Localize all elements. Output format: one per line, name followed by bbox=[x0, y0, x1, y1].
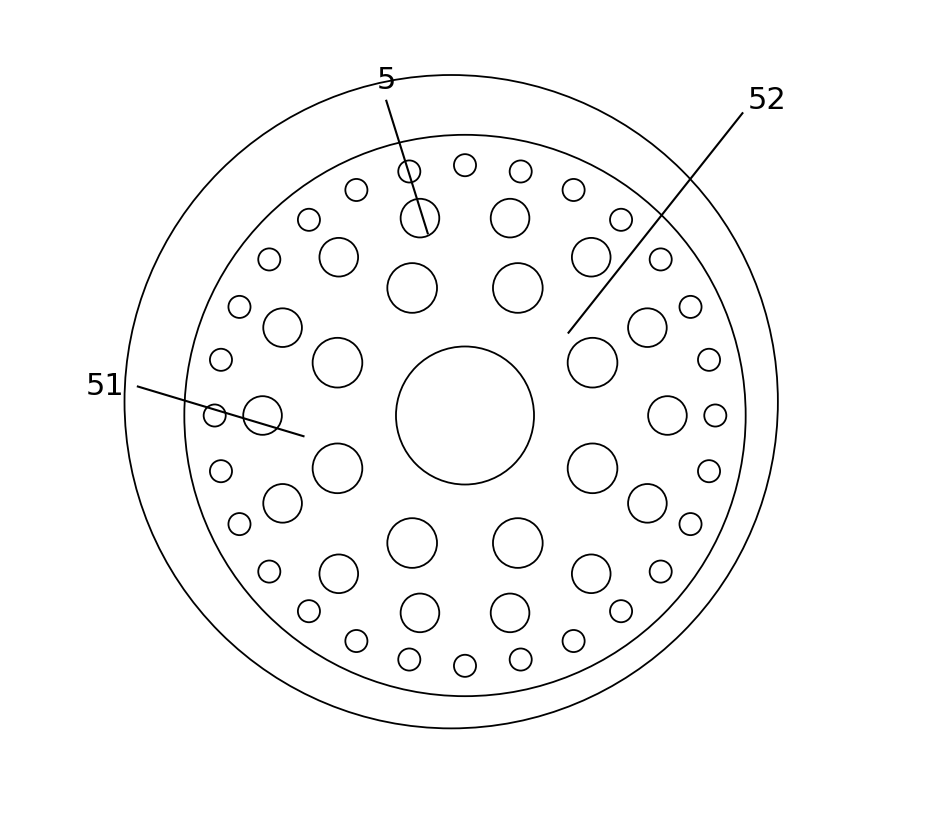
Text: 52: 52 bbox=[748, 86, 787, 116]
Text: 51: 51 bbox=[86, 372, 124, 401]
Text: 5: 5 bbox=[377, 66, 396, 95]
